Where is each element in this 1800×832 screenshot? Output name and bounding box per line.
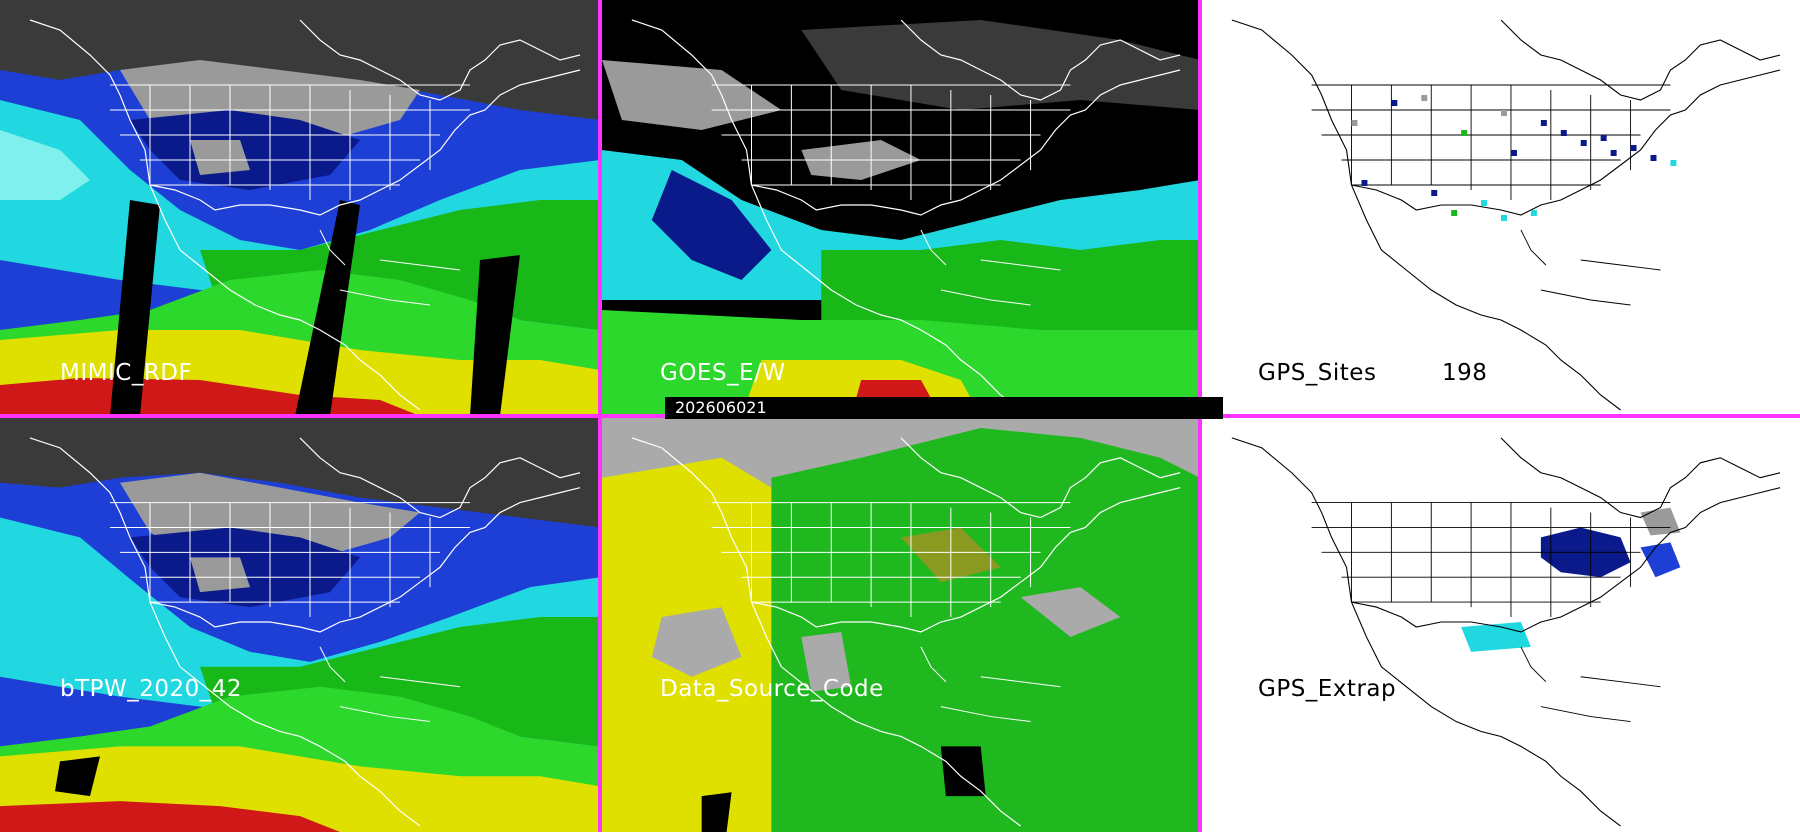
gps-extrap-panel: GPS_Extrap	[1202, 418, 1800, 832]
gps-extrap-label: GPS_Extrap	[1258, 676, 1397, 702]
source-label: Data_Source_Code	[660, 676, 884, 702]
mimic-label: MIMIC_RDF	[60, 360, 193, 386]
mimic-panel: MIMIC_RDF	[0, 0, 600, 416]
gps-sites-count: 198	[1442, 360, 1488, 386]
goes-panel: GOES_E/W	[602, 0, 1200, 416]
btpw-label: bTPW_2020_42	[60, 676, 243, 702]
source-panel: Data_Source_Code	[602, 418, 1200, 832]
btpw-panel: bTPW_2020_42	[0, 418, 600, 832]
goes-label: GOES_E/W	[660, 360, 786, 386]
gps-site-markers	[1351, 95, 1677, 221]
gps-sites-panel: GPS_Sites 198	[1202, 0, 1800, 416]
timestamp-bar: 202606021	[665, 397, 1223, 419]
vertical-divider-left	[598, 0, 602, 832]
gps-sites-label: GPS_Sites	[1258, 360, 1377, 386]
